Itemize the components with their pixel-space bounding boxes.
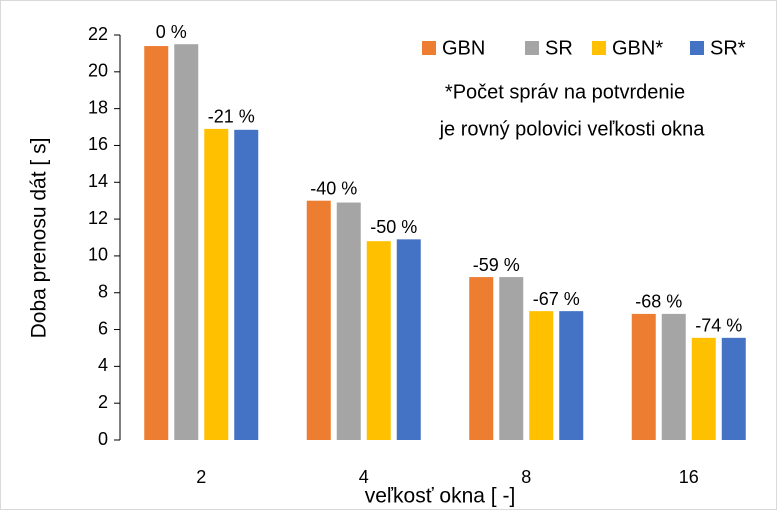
y-tick-label: 20 bbox=[88, 61, 108, 81]
y-tick-label: 10 bbox=[88, 245, 108, 265]
bar bbox=[469, 277, 494, 440]
legend-swatch bbox=[592, 41, 606, 55]
y-axis-label: Doba prenosu dát [ s] bbox=[28, 138, 51, 339]
y-tick-label: 12 bbox=[88, 208, 108, 228]
y-tick-label: 4 bbox=[98, 355, 108, 375]
bar bbox=[499, 277, 524, 440]
legend-label: SR* bbox=[710, 37, 746, 59]
y-tick-label: 14 bbox=[88, 171, 108, 191]
y-tick-label: 2 bbox=[98, 392, 108, 412]
legend-label: GBN* bbox=[612, 37, 663, 59]
x-tick-label: 8 bbox=[521, 467, 531, 487]
annotation: -68 % bbox=[635, 292, 682, 312]
legend-swatch bbox=[422, 41, 436, 55]
legend-swatch bbox=[690, 41, 704, 55]
bar bbox=[661, 313, 686, 440]
annotation: -50 % bbox=[370, 217, 417, 237]
bar bbox=[336, 202, 361, 440]
annotation: -40 % bbox=[310, 178, 357, 198]
legend-label: GBN bbox=[442, 37, 485, 59]
bar bbox=[721, 337, 746, 440]
x-tick-label: 2 bbox=[196, 467, 206, 487]
bar bbox=[559, 311, 584, 440]
x-tick-label: 16 bbox=[679, 467, 699, 487]
bar bbox=[234, 129, 259, 440]
bar bbox=[306, 200, 331, 440]
annotation: -74 % bbox=[695, 316, 742, 336]
bar bbox=[691, 337, 716, 440]
annotation: -21 % bbox=[208, 107, 255, 127]
annotation: 0 % bbox=[156, 22, 187, 42]
bar bbox=[204, 128, 229, 441]
y-tick-label: 8 bbox=[98, 281, 108, 301]
note: je rovný polovici veľkosti okna bbox=[439, 118, 706, 140]
bar bbox=[529, 311, 554, 440]
bar bbox=[174, 44, 199, 441]
x-axis-label: veľkosť okna [ -] bbox=[365, 485, 516, 508]
y-tick-label: 0 bbox=[98, 429, 108, 449]
bar bbox=[631, 313, 656, 440]
legend-label: SR bbox=[545, 37, 573, 59]
bar bbox=[144, 46, 169, 440]
y-tick-label: 16 bbox=[88, 134, 108, 154]
bar bbox=[396, 239, 421, 440]
note: *Počet správ na potvrdenie bbox=[445, 81, 685, 103]
x-tick-label: 4 bbox=[359, 467, 369, 487]
y-tick-label: 18 bbox=[88, 97, 108, 117]
annotation: -59 % bbox=[473, 255, 520, 275]
annotation: -67 % bbox=[533, 289, 580, 309]
y-tick-label: 22 bbox=[88, 24, 108, 44]
legend-swatch bbox=[525, 41, 539, 55]
y-tick-label: 6 bbox=[98, 318, 108, 338]
bar bbox=[366, 241, 391, 440]
